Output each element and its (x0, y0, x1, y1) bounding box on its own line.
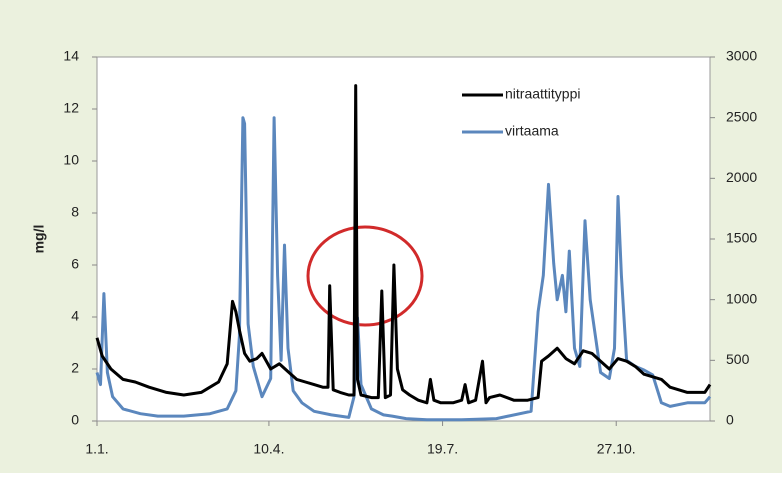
y2-tick-label: 500 (726, 351, 750, 367)
data-line (95, 84, 712, 405)
legend-label: virtaama (505, 123, 559, 139)
y2-tick-label: 2000 (726, 169, 757, 185)
legend-label: nitraattityppi (505, 86, 580, 102)
x-tick-label: 19.7. (427, 441, 458, 457)
y-axis-title: mg/l (31, 225, 47, 254)
y-tick-label: 8 (71, 204, 79, 220)
y2-tick-label: 1000 (726, 290, 757, 306)
y-tick-label: 14 (63, 48, 79, 64)
y-tick-label: 4 (71, 308, 79, 324)
x-tick-label: 1.1. (85, 441, 108, 457)
y2-tick-label: 2500 (726, 108, 757, 124)
highlight-circle (306, 225, 424, 327)
y-tick-label: 10 (63, 152, 79, 168)
data-line (95, 116, 712, 422)
y-tick-label: 2 (71, 360, 79, 376)
x-tick-label: 10.4. (253, 441, 284, 457)
y2-tick-label: 1500 (726, 230, 757, 246)
y2-tick-label: 3000 (726, 48, 757, 64)
y2-tick-label: 0 (726, 412, 734, 428)
x-tick-label: 27.10. (597, 441, 636, 457)
y-tick-label: 12 (63, 100, 79, 116)
y-tick-label: 0 (71, 412, 79, 428)
y-tick-label: 6 (71, 256, 79, 272)
